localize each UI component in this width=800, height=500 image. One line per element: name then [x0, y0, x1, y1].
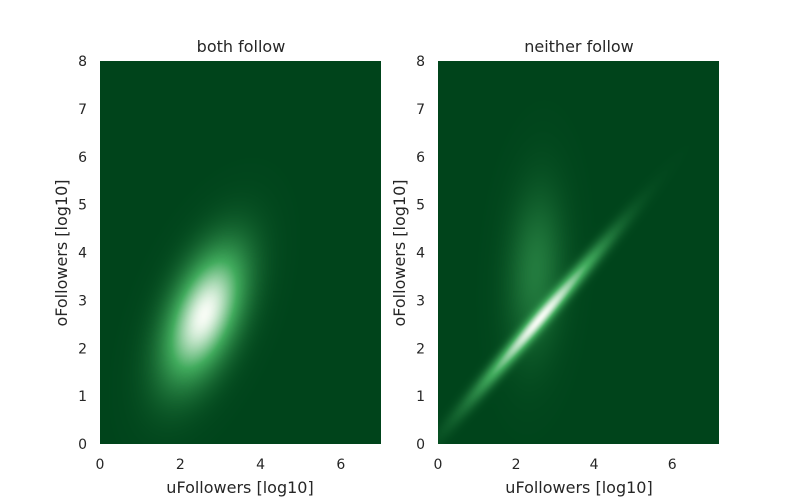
x-tick-label: 2: [176, 457, 185, 473]
y-tick-label: 3: [78, 293, 87, 309]
y-tick-label: 0: [416, 437, 425, 453]
y-tick-label: 8: [416, 54, 425, 70]
x-axis-label: uFollowers [log10]: [166, 478, 313, 497]
density-plot-area: [100, 61, 381, 444]
y-axis-label: oFollowers [log10]: [52, 179, 71, 326]
density-plot-area: [438, 61, 719, 444]
x-tick-label: 2: [512, 457, 521, 473]
x-tick-label: 6: [336, 457, 345, 473]
y-axis-label: oFollowers [log10]: [390, 179, 409, 326]
y-tick-label: 6: [416, 150, 425, 166]
x-tick-label: 4: [256, 457, 265, 473]
panel-title: neither follow: [524, 37, 634, 56]
y-tick-label: 1: [416, 389, 425, 405]
y-tick-label: 7: [78, 102, 87, 118]
y-tick-label: 8: [78, 54, 87, 70]
panel-neither-follow: neither follow 0 2 4 6 0 1 2 3 4 5 6 7 8 uFollowers…: [390, 37, 719, 497]
y-tick-label: 6: [78, 150, 87, 166]
panel-both-follow: both follow 0 2 4 6 0 1 2 3 4 5 6 7 8 uFollowers [l…: [52, 37, 381, 497]
y-tick-label: 2: [78, 341, 87, 357]
y-tick-label: 4: [416, 246, 425, 262]
x-tick-label: 0: [96, 457, 105, 473]
panel-title: both follow: [197, 37, 286, 56]
x-tick-label: 0: [434, 457, 443, 473]
y-tick-label: 3: [416, 293, 425, 309]
y-tick-label: 2: [416, 341, 425, 357]
y-tick-label: 7: [416, 102, 425, 118]
x-tick-label: 4: [590, 457, 599, 473]
y-tick-label: 1: [78, 389, 87, 405]
y-tick-label: 4: [78, 246, 87, 262]
x-tick-labels: 0 2 4 6: [96, 457, 346, 473]
x-tick-label: 6: [668, 457, 677, 473]
y-tick-label: 5: [78, 198, 87, 214]
x-axis-label: uFollowers [log10]: [505, 478, 652, 497]
y-tick-labels: 0 1 2 3 4 5 6 7 8: [78, 54, 87, 453]
y-tick-label: 0: [78, 437, 87, 453]
x-tick-labels: 0 2 4 6: [434, 457, 677, 473]
y-tick-label: 5: [416, 198, 425, 214]
y-tick-labels: 0 1 2 3 4 5 6 7 8: [416, 54, 425, 453]
